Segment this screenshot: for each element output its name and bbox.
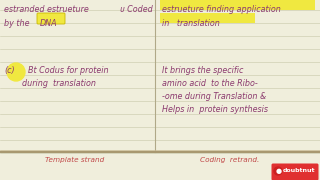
Text: -ome during Translation &: -ome during Translation &: [162, 92, 266, 101]
Text: during  translation: during translation: [22, 79, 96, 88]
Text: Coding  retrand.: Coding retrand.: [200, 157, 260, 163]
Text: DNA: DNA: [40, 19, 58, 28]
Text: It brings the specific: It brings the specific: [162, 66, 244, 75]
Text: (c): (c): [4, 66, 15, 75]
Text: in   translation: in translation: [162, 19, 220, 28]
Text: doubtnut: doubtnut: [283, 168, 316, 173]
FancyBboxPatch shape: [160, 0, 315, 10]
Circle shape: [7, 63, 25, 81]
FancyBboxPatch shape: [160, 13, 255, 23]
FancyBboxPatch shape: [37, 13, 65, 24]
Text: Template strand: Template strand: [45, 157, 105, 163]
Text: ●: ●: [276, 168, 282, 174]
Text: by the: by the: [4, 19, 29, 28]
Text: estrueture finding application: estrueture finding application: [162, 5, 281, 14]
Circle shape: [274, 167, 282, 175]
Text: estranded estrueture: estranded estrueture: [4, 5, 89, 14]
FancyBboxPatch shape: [271, 163, 318, 180]
Text: Helps in  protein synthesis: Helps in protein synthesis: [162, 105, 268, 114]
Text: Bt Codus for protein: Bt Codus for protein: [28, 66, 108, 75]
Text: amino acid  to the Ribo-: amino acid to the Ribo-: [162, 79, 258, 88]
Text: ᴜ Coded: ᴜ Coded: [120, 5, 153, 14]
